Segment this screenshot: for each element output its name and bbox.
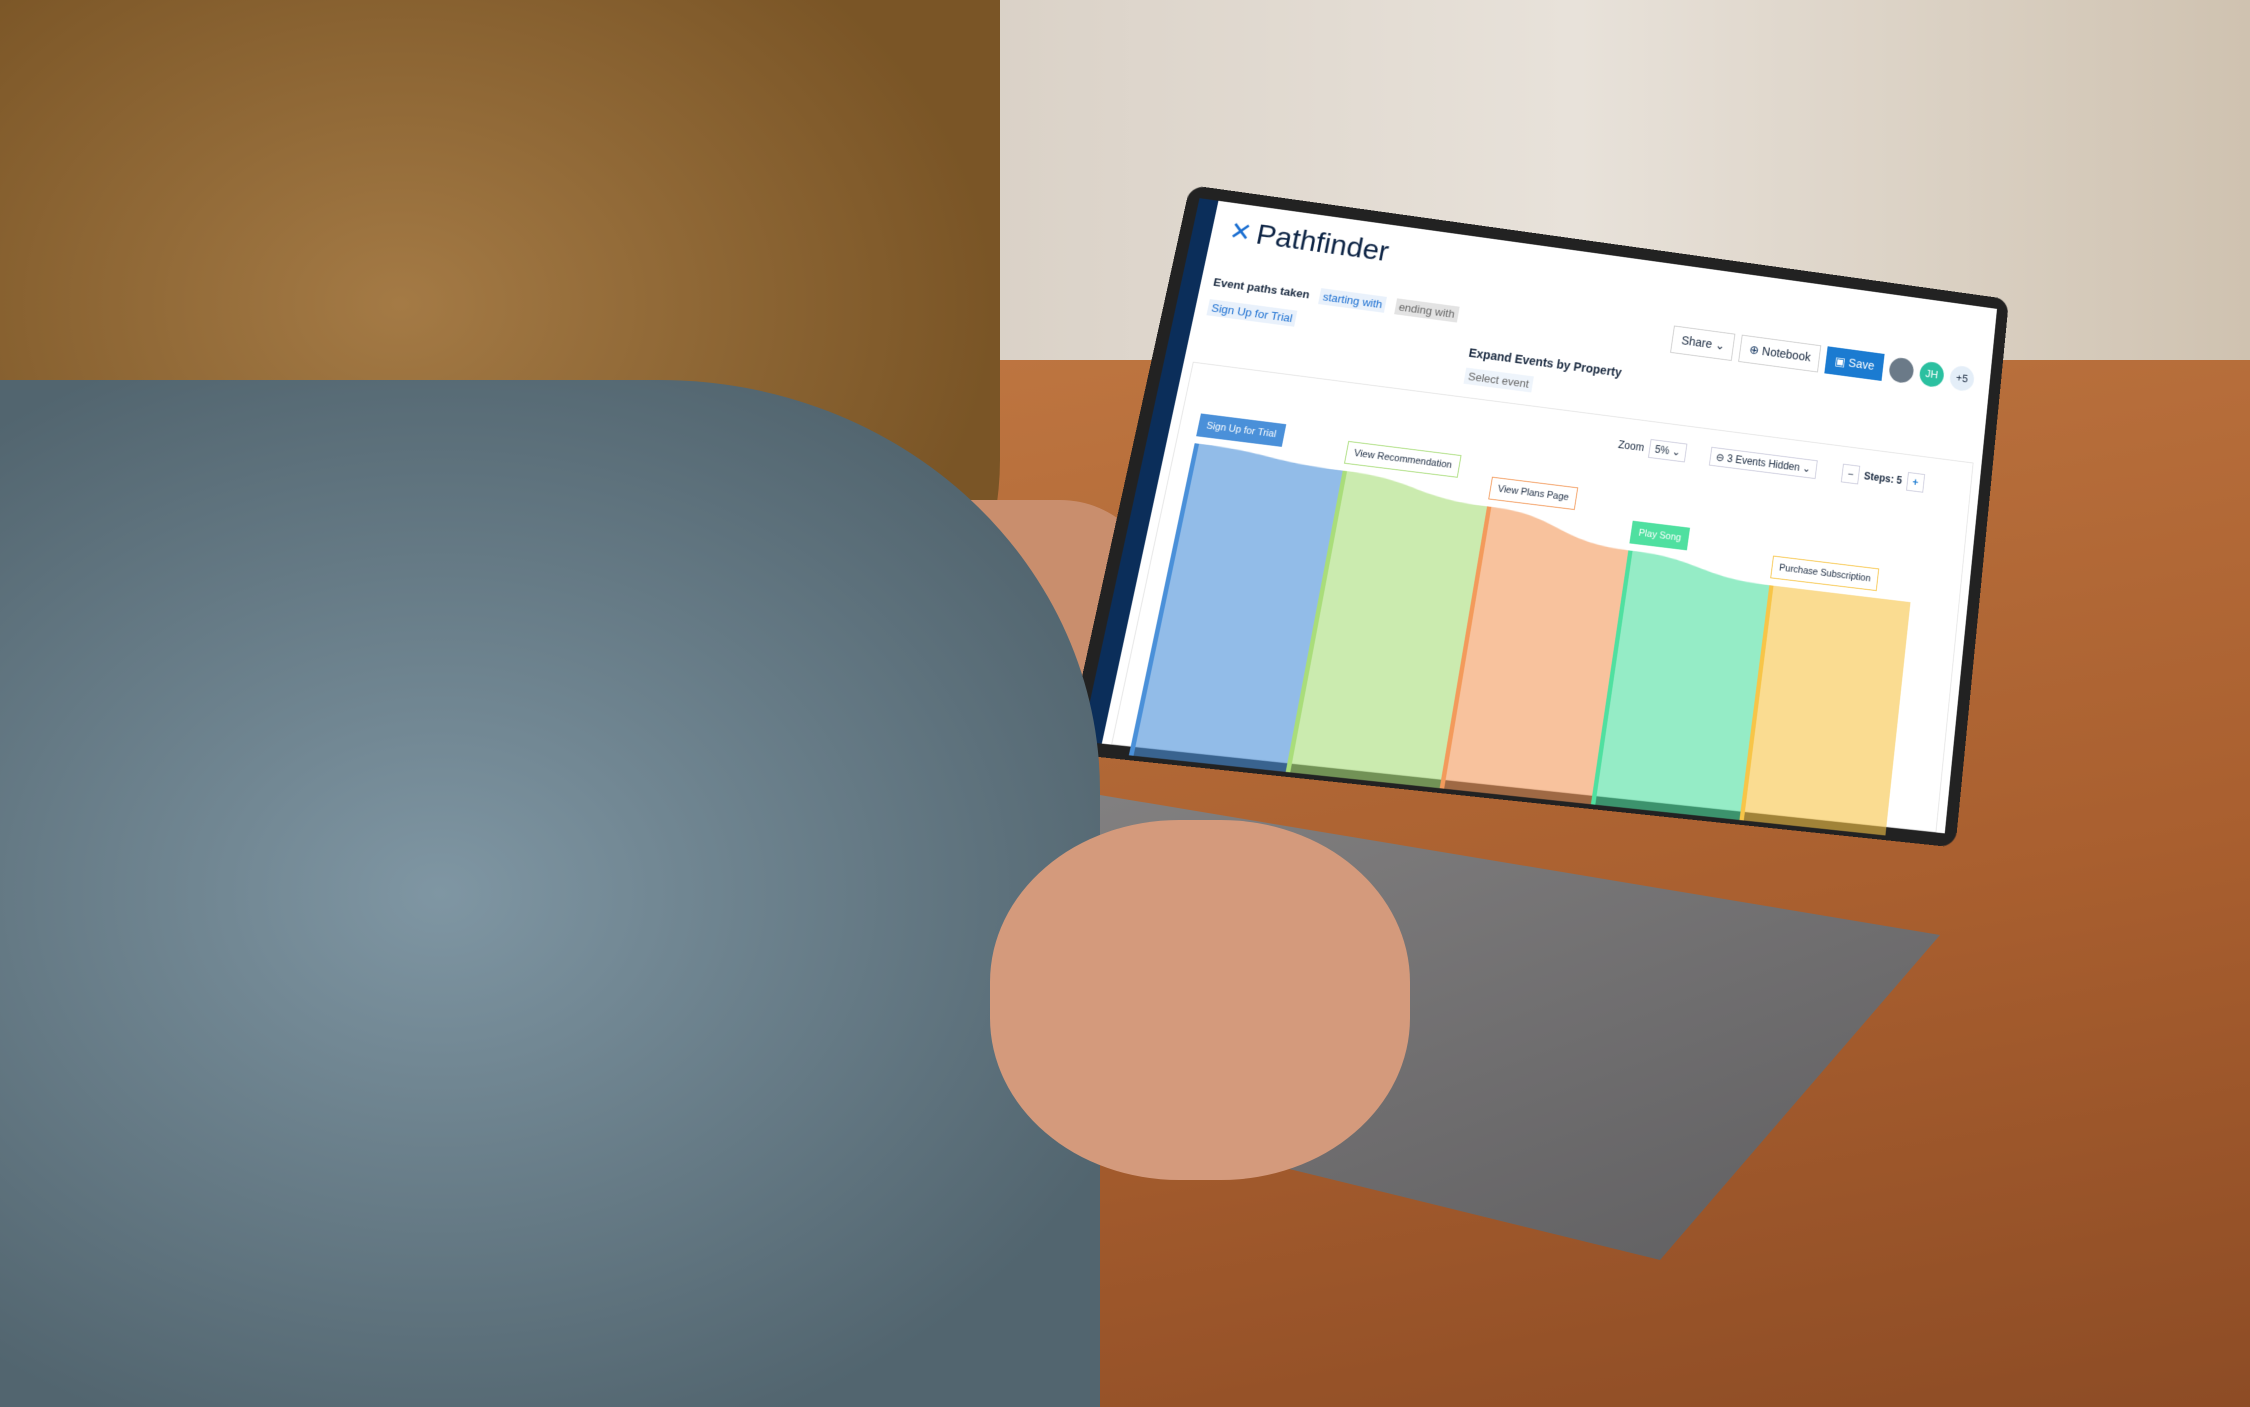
save-button[interactable]: ▣ Save (1824, 346, 1885, 381)
ending-with-tab[interactable]: ending with (1394, 298, 1460, 323)
plus-icon: ⊕ (1748, 342, 1760, 357)
more-users-badge[interactable]: +5 (1948, 364, 1976, 392)
query-label: Event paths taken (1212, 275, 1311, 301)
laptop-screen: ✕ Pathfinder Event paths taken starting w… (1065, 185, 2010, 848)
steps-label: Steps: 5 (1863, 469, 1903, 487)
query-builder: Event paths taken starting with ending w… (1206, 275, 1466, 347)
share-label: Share (1680, 333, 1714, 351)
flow-band[interactable] (1290, 471, 1490, 789)
flow-band[interactable] (1133, 443, 1345, 772)
app-title: Pathfinder (1253, 218, 1392, 268)
flow-band[interactable] (1743, 585, 1911, 836)
plus-step-button[interactable]: + (1905, 471, 1925, 493)
notebook-label: Notebook (1761, 344, 1812, 364)
pointing-hand (990, 820, 1410, 1180)
flow-band[interactable] (1595, 550, 1772, 821)
starting-with-tab[interactable]: starting with (1317, 288, 1388, 313)
person-denim-shirt (0, 380, 1100, 1407)
pathfinder-logo-icon: ✕ (1226, 217, 1255, 248)
share-button[interactable]: Share ⌄ (1670, 325, 1736, 361)
toolbar: Share ⌄ ⊕ Notebook ▣ Save JH +5 (1670, 325, 1976, 394)
avatar-jh[interactable]: JH (1918, 360, 1946, 388)
start-event-chip[interactable]: Sign Up for Trial (1206, 299, 1298, 327)
flow-band[interactable] (1444, 506, 1633, 805)
avatar[interactable] (1888, 356, 1915, 384)
sankey-chart: Zoom 5% ⌄ ⊖ 3 Events Hidden ⌄ − Steps: 5 + … (1111, 361, 1974, 836)
app-logo: ✕ Pathfinder (1226, 215, 1392, 269)
zoom-value: 5% (1654, 443, 1671, 457)
select-event-input[interactable]: Select event (1463, 367, 1534, 393)
zoom-label: Zoom (1617, 438, 1645, 454)
minus-step-button[interactable]: − (1840, 463, 1861, 485)
notebook-button[interactable]: ⊕ Notebook (1738, 334, 1822, 373)
sankey-svg (1128, 443, 1911, 836)
save-label: Save (1847, 355, 1876, 373)
save-icon: ▣ (1834, 354, 1847, 369)
